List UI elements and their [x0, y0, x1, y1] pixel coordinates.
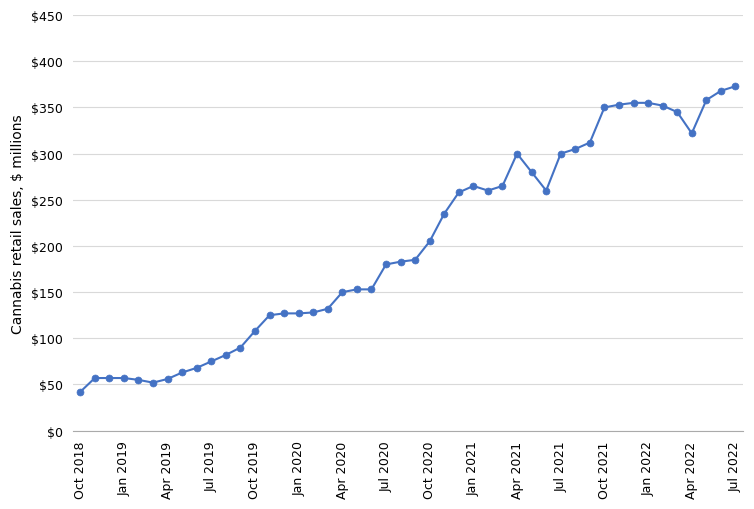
Y-axis label: Cannabis retail sales, $ millions: Cannabis retail sales, $ millions	[11, 114, 25, 333]
